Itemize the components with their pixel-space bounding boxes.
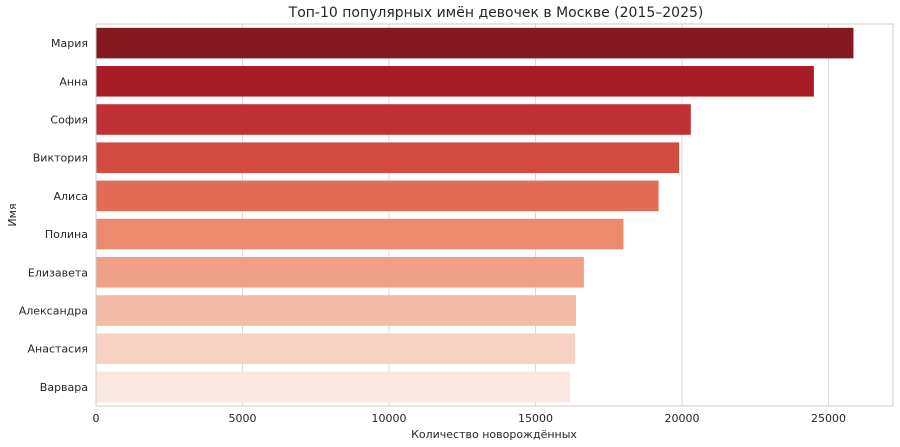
bar-3	[96, 104, 691, 135]
x-axis-label: Количество новорождённых	[411, 428, 577, 441]
x-tick-label: 0	[93, 412, 100, 425]
x-tick-label: 5000	[229, 412, 257, 425]
bar-2	[96, 66, 814, 97]
bar-7	[96, 257, 584, 288]
y-tick-label: Алиса	[54, 190, 89, 203]
x-tick-label: 20000	[665, 412, 700, 425]
y-tick-label: Мария	[51, 37, 88, 50]
bar-8	[96, 295, 576, 326]
y-tick-label: Елизавета	[28, 266, 88, 279]
x-tick-label: 15000	[518, 412, 553, 425]
y-axis-label: Имя	[6, 203, 19, 226]
plot-frame	[95, 23, 894, 407]
y-tick-labels: Мария Анна София Виктория Алиса Полина Елизаве…	[19, 37, 88, 394]
y-tick-label: Анна	[59, 75, 88, 88]
bar-1	[96, 27, 854, 59]
x-tick-label: 25000	[811, 412, 846, 425]
bar-layer	[96, 27, 854, 403]
y-tick-label: Александра	[19, 305, 88, 318]
y-tick-label: Полина	[45, 228, 88, 241]
bar-6	[96, 218, 624, 250]
y-tick-label: Анастасия	[28, 343, 88, 356]
y-tick-label: Виктория	[33, 152, 88, 165]
chart-title: Топ-10 популярных имён девочек в Москве …	[288, 5, 704, 21]
x-tick-label: 10000	[372, 412, 407, 425]
bar-4	[96, 142, 680, 173]
bar-10	[96, 371, 571, 403]
bar-5	[96, 180, 659, 212]
x-tick-labels: 0 5000 10000 15000 20000 25000	[93, 412, 847, 425]
bar-9	[96, 333, 576, 364]
y-tick-label: Варвара	[40, 381, 88, 394]
y-tick-label: София	[50, 114, 88, 127]
